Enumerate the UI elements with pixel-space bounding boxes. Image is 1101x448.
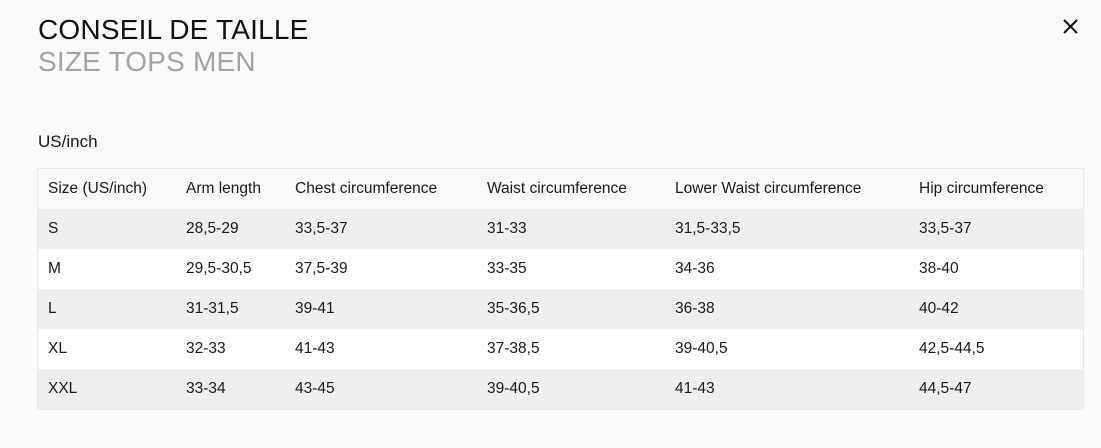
column-header-size: Size (US/inch) xyxy=(48,180,148,197)
cell-hip: 38-40 xyxy=(919,260,959,277)
table-row: L 31-31,5 39-41 35-36,5 36-38 40-42 xyxy=(38,289,1083,329)
unit-label: US/inch xyxy=(38,132,98,151)
close-button[interactable] xyxy=(1058,14,1084,40)
cell-hip: 42,5-44,5 xyxy=(919,340,985,357)
cell-chest: 39-41 xyxy=(295,300,335,317)
cell-arm-length: 33-34 xyxy=(186,380,226,397)
cell-size: S xyxy=(48,220,59,237)
page-subtitle: SIZE TOPS MEN xyxy=(38,46,256,77)
cell-hip: 40-42 xyxy=(919,300,959,317)
column-header-chest: Chest circumference xyxy=(295,180,438,197)
table-row: M 29,5-30,5 37,5-39 33-35 34-36 38-40 xyxy=(38,249,1083,289)
column-header-arm-length: Arm length xyxy=(186,180,261,197)
table-header-row: Size (US/inch) Arm length Chest circumfe… xyxy=(38,169,1083,209)
cell-waist: 37-38,5 xyxy=(487,340,540,357)
cell-chest: 41-43 xyxy=(295,340,335,357)
cell-lower-waist: 36-38 xyxy=(675,300,715,317)
cell-waist: 31-33 xyxy=(487,220,527,237)
column-header-hip: Hip circumference xyxy=(919,180,1044,197)
cell-arm-length: 29,5-30,5 xyxy=(186,260,252,277)
cell-hip: 44,5-47 xyxy=(919,380,972,397)
table-row: S 28,5-29 33,5-37 31-33 31,5-33,5 33,5-3… xyxy=(38,209,1083,249)
cell-waist: 35-36,5 xyxy=(487,300,540,317)
size-table: Size (US/inch) Arm length Chest circumfe… xyxy=(37,168,1084,410)
cell-chest: 33,5-37 xyxy=(295,220,348,237)
cell-arm-length: 31-31,5 xyxy=(186,300,239,317)
cell-size: L xyxy=(48,300,57,317)
cell-waist: 33-35 xyxy=(487,260,527,277)
cell-chest: 43-45 xyxy=(295,380,335,397)
cell-arm-length: 32-33 xyxy=(186,340,226,357)
cell-lower-waist: 41-43 xyxy=(675,380,715,397)
table-row: XL 32-33 41-43 37-38,5 39-40,5 42,5-44,5 xyxy=(38,329,1083,369)
cell-size: XL xyxy=(48,340,67,357)
cell-lower-waist: 31,5-33,5 xyxy=(675,220,741,237)
table-row: XXL 33-34 43-45 39-40,5 41-43 44,5-47 xyxy=(38,369,1083,409)
cell-lower-waist: 39-40,5 xyxy=(675,340,728,357)
cell-waist: 39-40,5 xyxy=(487,380,540,397)
cell-arm-length: 28,5-29 xyxy=(186,220,239,237)
cell-size: XXL xyxy=(48,380,78,397)
cell-hip: 33,5-37 xyxy=(919,220,972,237)
cell-lower-waist: 34-36 xyxy=(675,260,715,277)
column-header-waist: Waist circumference xyxy=(487,180,627,197)
cell-size: M xyxy=(48,260,61,277)
cell-chest: 37,5-39 xyxy=(295,260,348,277)
column-header-lower-waist: Lower Waist circumference xyxy=(675,180,862,197)
modal-header: CONSEIL DE TAILLE SIZE TOPS MEN xyxy=(38,14,309,78)
close-icon xyxy=(1063,19,1078,34)
page-title: CONSEIL DE TAILLE xyxy=(38,14,309,45)
